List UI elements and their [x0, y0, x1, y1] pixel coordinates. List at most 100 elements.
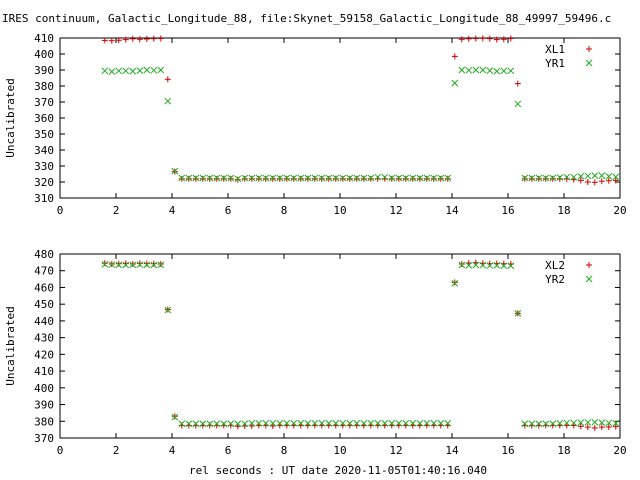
legend-marker: [586, 46, 592, 52]
data-point: [171, 413, 178, 420]
y-tick-label: 410: [34, 365, 54, 378]
data-point: [290, 174, 298, 182]
data-point: [143, 260, 150, 267]
y-tick-label: 370: [34, 96, 54, 109]
data-point: [507, 262, 515, 270]
data-point: [402, 174, 410, 182]
data-point: [150, 261, 158, 269]
data-point: [360, 174, 368, 182]
data-point: [157, 66, 165, 74]
data-point: [185, 174, 193, 182]
data-point: [367, 175, 374, 182]
data-point: [346, 174, 354, 182]
data-point: [213, 174, 221, 182]
data-point: [584, 179, 591, 185]
data-point: [255, 174, 263, 182]
data-point: [549, 175, 556, 182]
data-point: [395, 175, 402, 182]
data-point: [528, 174, 536, 182]
data-point: [346, 419, 354, 427]
data-point: [276, 419, 284, 427]
data-point: [269, 174, 277, 182]
data-point: [311, 419, 319, 427]
data-point: [584, 424, 591, 431]
data-point: [584, 172, 592, 180]
data-point: [199, 420, 207, 428]
data-point: [388, 419, 396, 427]
x-tick-label: 0: [57, 444, 64, 457]
data-point: [255, 419, 263, 427]
data-point: [479, 66, 487, 74]
data-point: [360, 175, 367, 182]
data-point: [472, 66, 480, 74]
data-point: [591, 172, 599, 179]
data-point: [605, 423, 612, 430]
data-point: [458, 36, 465, 43]
data-point: [612, 177, 619, 184]
data-point: [157, 35, 164, 42]
data-point: [591, 418, 599, 426]
data-point: [563, 173, 571, 181]
y-tick-label: 400: [34, 48, 54, 61]
data-point: [227, 174, 235, 182]
series-YR2: [101, 261, 620, 428]
data-point: [577, 173, 585, 180]
x-tick-label: 8: [281, 204, 288, 217]
data-point: [444, 174, 452, 182]
data-point: [388, 175, 395, 182]
data-point: [192, 175, 199, 182]
data-point: [458, 261, 466, 269]
series-XL2: [101, 259, 619, 431]
data-point: [311, 174, 319, 182]
data-point: [612, 419, 620, 427]
x-tick-label: 2: [113, 444, 120, 457]
data-point: [318, 175, 325, 182]
data-point: [101, 67, 109, 75]
data-point: [325, 174, 333, 182]
data-point: [577, 419, 585, 426]
data-point: [605, 419, 613, 427]
y-tick-label: 390: [34, 399, 54, 412]
y-tick-label: 410: [34, 32, 54, 45]
data-point: [122, 261, 130, 269]
data-point: [171, 167, 179, 175]
data-point: [220, 175, 227, 182]
data-point: [213, 175, 220, 182]
data-point: [570, 173, 578, 181]
data-point: [129, 35, 136, 42]
data-point: [430, 175, 437, 182]
data-point: [598, 419, 606, 426]
data-point: [402, 175, 409, 182]
data-point: [493, 36, 500, 43]
data-point: [381, 173, 389, 181]
data-point: [297, 175, 304, 182]
data-point: [150, 260, 157, 267]
x-tick-label: 4: [169, 204, 176, 217]
data-point: [234, 175, 242, 183]
data-point: [353, 174, 361, 182]
data-point: [269, 175, 276, 182]
data-point: [493, 67, 501, 75]
y-tick-label: 330: [34, 160, 54, 173]
data-point: [542, 174, 550, 182]
data-point: [423, 175, 430, 182]
data-point: [213, 420, 221, 428]
data-point: [234, 176, 241, 183]
data-point: [521, 174, 529, 182]
data-point: [549, 174, 557, 182]
data-point: [409, 174, 417, 182]
data-point: [164, 76, 171, 83]
data-point: [507, 35, 514, 42]
data-point: [430, 419, 438, 427]
data-point: [220, 420, 228, 428]
data-point: [556, 419, 564, 427]
data-point: [577, 177, 584, 184]
data-point: [206, 174, 214, 182]
data-point: [605, 173, 613, 180]
x-tick-label: 20: [613, 204, 626, 217]
data-point: [136, 36, 143, 43]
data-point: [206, 175, 213, 182]
x-tick-label: 6: [225, 204, 232, 217]
x-tick-label: 10: [333, 444, 346, 457]
